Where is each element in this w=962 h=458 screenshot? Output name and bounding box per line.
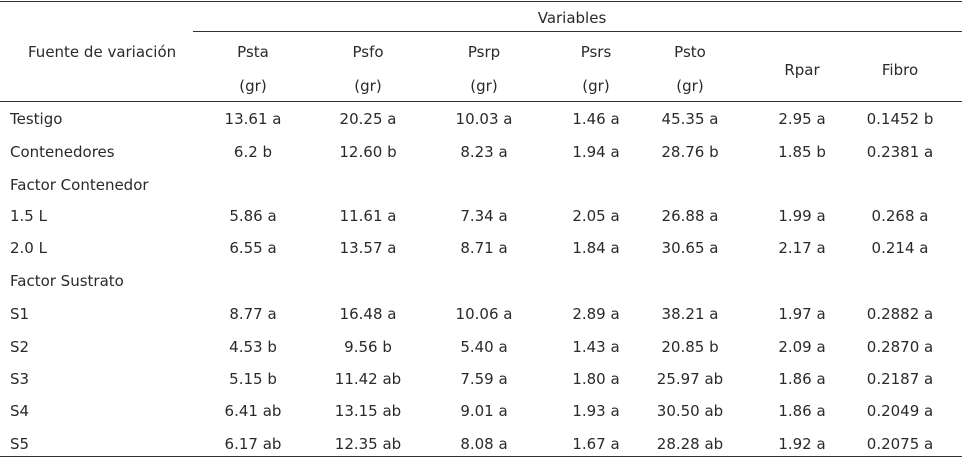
row-label: S5 (10, 435, 30, 453)
cell: 45.35 a (661, 110, 719, 128)
cell: 1.85 b (778, 143, 826, 161)
cell: 0.2187 a (866, 370, 934, 388)
cell: 9.01 a (460, 402, 508, 420)
cell: 0.2870 a (866, 338, 934, 356)
section-label: Factor Contenedor (10, 176, 149, 194)
column-header: Psfo (352, 43, 384, 61)
cell: 12.60 b (339, 143, 397, 161)
row-label: Testigo (10, 110, 63, 128)
cell: 1.92 a (778, 435, 826, 453)
cell: 11.42 ab (334, 370, 402, 388)
cell: 38.21 a (661, 305, 719, 323)
cell: 9.56 b (344, 338, 392, 356)
cell: 0.214 a (871, 239, 929, 257)
group-header: Variables (537, 9, 607, 27)
cell: 2.89 a (572, 305, 620, 323)
cell: 1.86 a (778, 370, 826, 388)
column-header: Psrs (580, 43, 612, 61)
cell: 0.2075 a (866, 435, 934, 453)
cell: 1.46 a (572, 110, 620, 128)
cell: 5.40 a (460, 338, 508, 356)
row-label: S2 (10, 338, 30, 356)
cell: 8.23 a (460, 143, 508, 161)
cell: 1.93 a (572, 402, 620, 420)
column-unit: (gr) (676, 77, 704, 95)
cell: 13.61 a (224, 110, 282, 128)
column-unit: (gr) (354, 77, 382, 95)
cell: 0.268 a (871, 207, 929, 225)
cell: 25.97 ab (656, 370, 724, 388)
cell: 11.61 a (339, 207, 397, 225)
cell: 30.65 a (661, 239, 719, 257)
row-label: 1.5 L (10, 207, 47, 225)
cell: 2.95 a (778, 110, 826, 128)
cell: 1.86 a (778, 402, 826, 420)
row-label: S4 (10, 402, 30, 420)
section-label: Factor Sustrato (10, 272, 124, 290)
cell: 1.43 a (572, 338, 620, 356)
row-label: Contenedores (10, 143, 115, 161)
cell: 1.84 a (572, 239, 620, 257)
cell: 1.80 a (572, 370, 620, 388)
column-header: Psrp (467, 43, 501, 61)
top-rule (0, 1, 962, 2)
cell: 0.2049 a (866, 402, 934, 420)
row-label: S3 (10, 370, 30, 388)
column-header: Rpar (784, 61, 820, 79)
column-unit: (gr) (582, 77, 610, 95)
column-header: Psta (237, 43, 269, 61)
cell: 0.2381 a (866, 143, 934, 161)
cell: 20.25 a (339, 110, 397, 128)
cell: 6.17 ab (224, 435, 282, 453)
column-header: Psto (674, 43, 706, 61)
cell: 28.76 b (661, 143, 719, 161)
cell: 1.67 a (572, 435, 620, 453)
cell: 30.50 ab (656, 402, 724, 420)
cell: 2.09 a (778, 338, 826, 356)
cell: 28.28 ab (656, 435, 724, 453)
cell: 6.2 b (233, 143, 273, 161)
stub-header: Fuente de variación (28, 43, 177, 61)
cell: 0.1452 b (866, 110, 934, 128)
column-header: Fibro (881, 61, 919, 79)
cell: 16.48 a (339, 305, 397, 323)
cell: 2.05 a (572, 207, 620, 225)
column-unit: (gr) (470, 77, 498, 95)
cell: 6.41 ab (224, 402, 282, 420)
cell: 20.85 b (661, 338, 719, 356)
cell: 10.06 a (455, 305, 513, 323)
cell: 8.08 a (460, 435, 508, 453)
bottom-rule (0, 456, 962, 457)
column-unit: (gr) (239, 77, 267, 95)
cell: 12.35 ab (334, 435, 402, 453)
cell: 2.17 a (778, 239, 826, 257)
group-rule (193, 31, 962, 32)
cell: 5.15 b (229, 370, 277, 388)
cell: 1.94 a (572, 143, 620, 161)
cell: 26.88 a (661, 207, 719, 225)
cell: 7.34 a (460, 207, 508, 225)
row-label: 2.0 L (10, 239, 47, 257)
cell: 8.71 a (460, 239, 508, 257)
cell: 4.53 b (229, 338, 277, 356)
cell: 1.99 a (778, 207, 826, 225)
cell: 6.55 a (229, 239, 277, 257)
cell: 0.2882 a (866, 305, 934, 323)
cell: 10.03 a (455, 110, 513, 128)
cell: 13.15 ab (334, 402, 402, 420)
header-rule (0, 101, 962, 102)
cell: 5.86 a (229, 207, 277, 225)
row-label: S1 (10, 305, 30, 323)
cell: 7.59 a (460, 370, 508, 388)
cell: 13.57 a (339, 239, 397, 257)
cell: 8.77 a (229, 305, 277, 323)
cell: 1.97 a (778, 305, 826, 323)
